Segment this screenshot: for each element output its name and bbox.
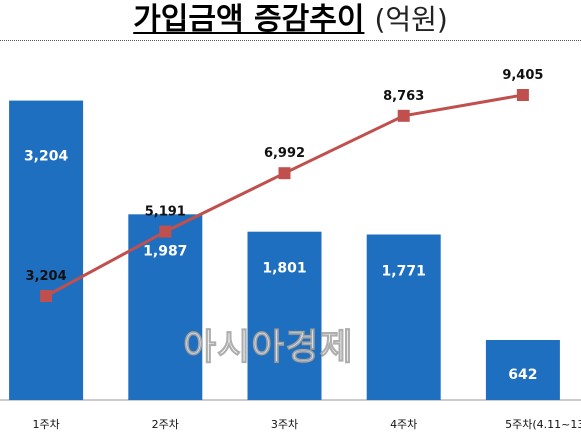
x-tick-label: 3주차 bbox=[271, 418, 298, 431]
line-marker-1 bbox=[40, 290, 53, 302]
bar-2 bbox=[128, 214, 203, 400]
bar-value-label: 1,801 bbox=[262, 261, 306, 277]
line-value-label: 6,992 bbox=[264, 146, 305, 161]
line-marker-5 bbox=[516, 89, 529, 101]
x-tick-label: 5주차(4.11~13) bbox=[505, 418, 581, 431]
line-value-label: 8,763 bbox=[383, 89, 424, 104]
chart-title-area: 가입금액 증감추이 (억원) bbox=[0, 0, 581, 40]
bar-value-label: 1,987 bbox=[143, 243, 187, 259]
line-marker-4 bbox=[397, 109, 410, 122]
bar-labels: 3,204 1,987 1,801 1,771 642 bbox=[24, 149, 538, 383]
bars bbox=[9, 100, 560, 401]
chart-unit: (억원) bbox=[374, 3, 448, 36]
x-tick-label: 1주차 bbox=[32, 418, 59, 431]
line-value-label: 5,191 bbox=[145, 205, 186, 220]
line-marker-2 bbox=[159, 225, 172, 238]
line-marker-3 bbox=[278, 167, 291, 180]
watermark: 아시아경제 bbox=[183, 327, 354, 369]
bar-value-label: 642 bbox=[508, 367, 537, 383]
bar-value-label: 1,771 bbox=[382, 264, 426, 280]
chart-title: 가입금액 증감추이 bbox=[133, 2, 365, 37]
bar-3 bbox=[247, 231, 322, 400]
bar-4 bbox=[366, 234, 441, 400]
title-divider bbox=[0, 40, 581, 41]
line-value-label: 3,204 bbox=[26, 269, 67, 284]
bar-value-label: 3,204 bbox=[24, 149, 69, 165]
bar-5 bbox=[485, 340, 560, 400]
line-value-label: 9,405 bbox=[502, 68, 543, 83]
x-ticks: 1주차 2주차 3주차 4주차 5주차(4.11~13) bbox=[32, 418, 581, 431]
cumulative-line: 3,204 5,191 6,992 8,763 9,405 bbox=[26, 68, 543, 302]
x-tick-label: 2주차 bbox=[152, 418, 179, 431]
bar-1 bbox=[9, 100, 84, 401]
x-tick-label: 4주차 bbox=[390, 418, 417, 431]
